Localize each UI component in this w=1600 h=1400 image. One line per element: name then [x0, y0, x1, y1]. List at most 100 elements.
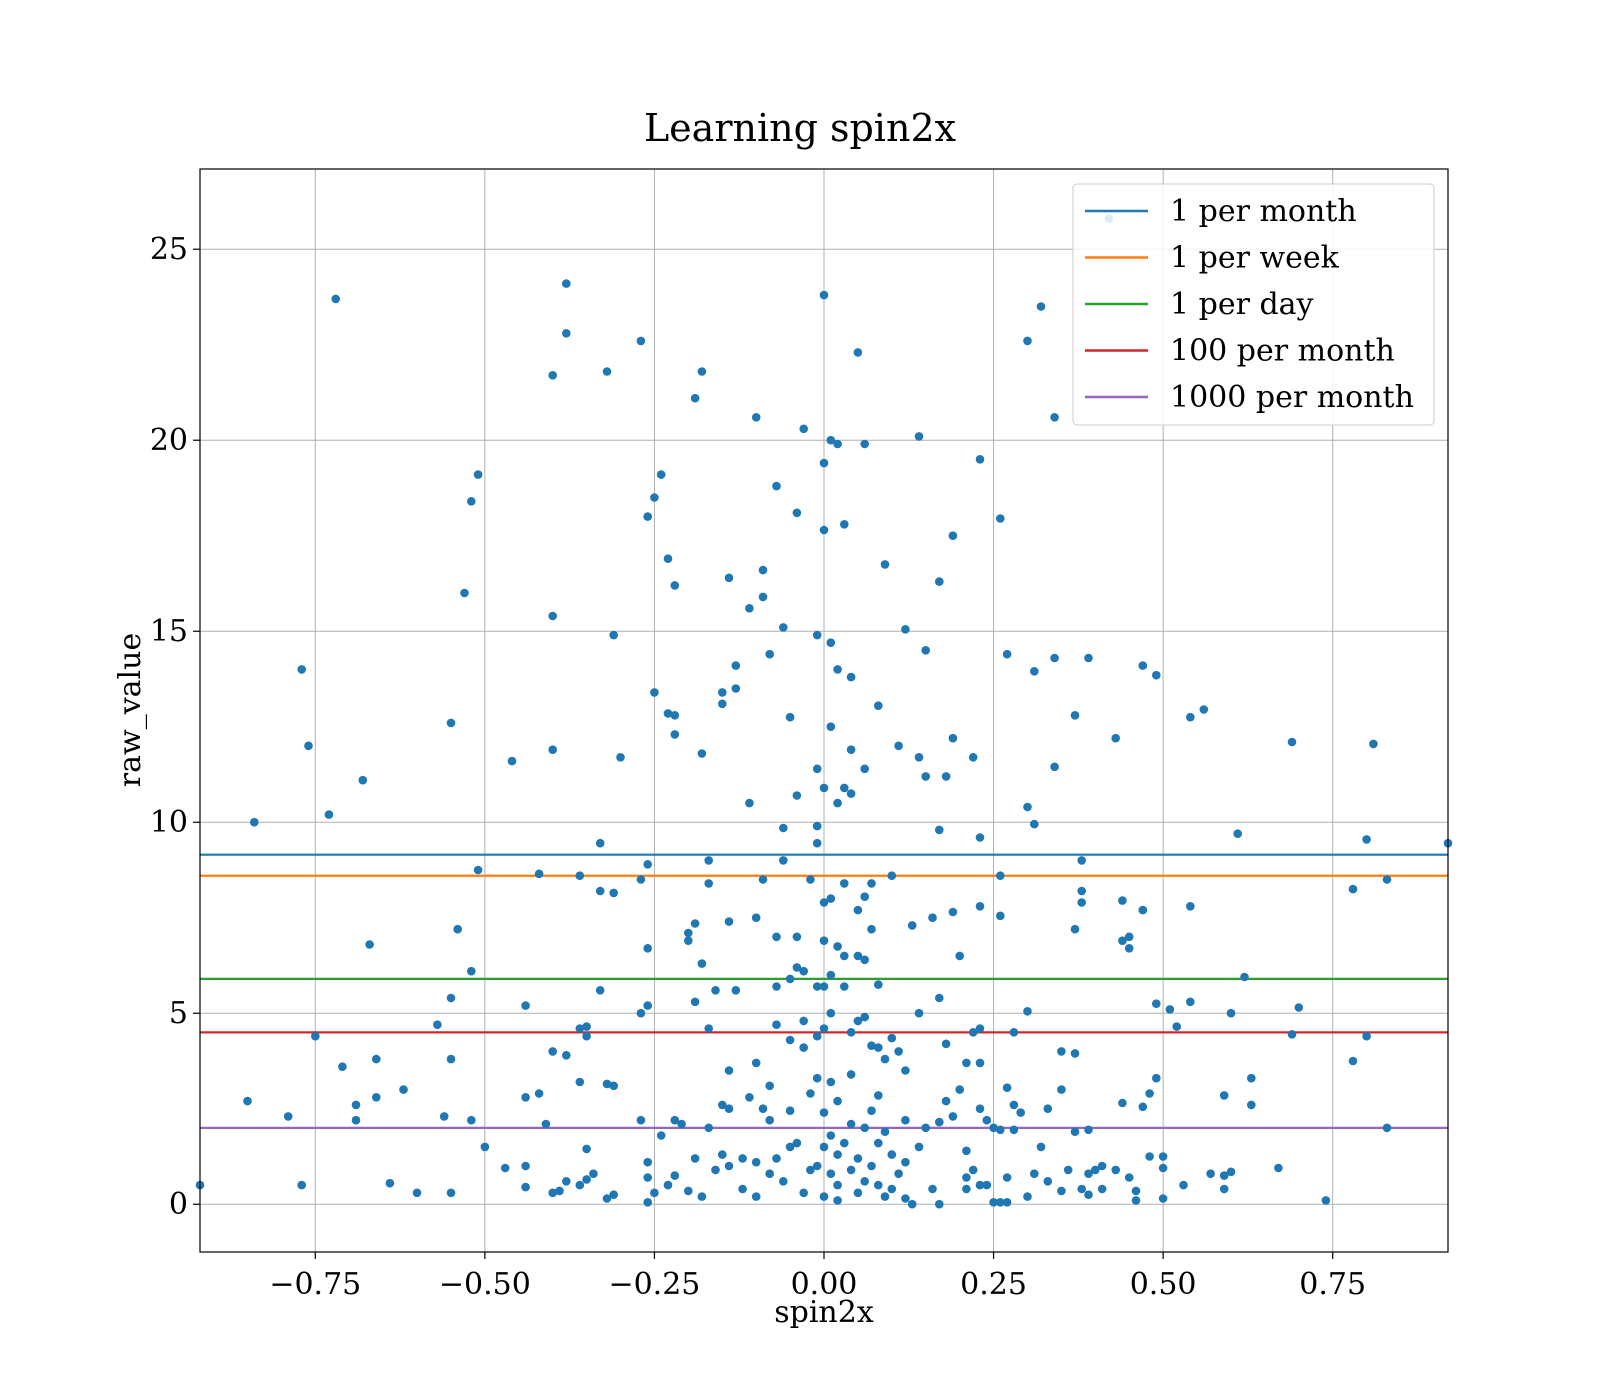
data-point — [935, 1117, 944, 1127]
data-point — [1138, 905, 1148, 915]
data-point — [785, 1142, 795, 1152]
data-point — [1131, 1196, 1141, 1205]
data-point — [812, 838, 822, 848]
data-point — [975, 1024, 985, 1033]
data-point — [711, 986, 720, 995]
data-point — [1186, 997, 1195, 1007]
data-point — [1247, 1073, 1256, 1083]
data-point — [941, 1096, 951, 1106]
data-point — [670, 1171, 680, 1180]
data-point — [833, 665, 842, 674]
data-point — [1287, 1030, 1297, 1039]
data-point — [351, 1115, 361, 1125]
data-point — [358, 775, 368, 785]
data-point — [819, 1108, 829, 1117]
data-point — [975, 1180, 985, 1190]
data-point — [935, 577, 944, 586]
data-point — [840, 783, 849, 793]
data-point — [548, 1047, 557, 1056]
data-point — [806, 875, 815, 884]
data-point — [948, 733, 958, 743]
data-point — [758, 1104, 768, 1113]
data-point — [453, 924, 463, 934]
data-point — [1050, 762, 1059, 772]
data-point — [562, 279, 571, 288]
data-point — [812, 982, 822, 991]
data-point — [968, 753, 978, 762]
data-point — [521, 1093, 530, 1102]
data-point — [1226, 1008, 1236, 1018]
data-point — [921, 646, 930, 655]
data-point — [372, 1054, 381, 1064]
data-point — [751, 1157, 761, 1167]
data-point — [1348, 1056, 1358, 1066]
data-point — [914, 753, 924, 762]
data-point — [1186, 902, 1195, 911]
data-point — [745, 604, 754, 613]
data-point — [907, 1199, 917, 1209]
data-point — [765, 1081, 774, 1091]
data-point — [1023, 336, 1032, 346]
data-point — [846, 789, 856, 798]
data-point — [989, 1123, 998, 1133]
data-point — [826, 1131, 836, 1140]
data-point — [643, 1001, 652, 1010]
data-point — [935, 993, 944, 1003]
data-point — [846, 1028, 856, 1037]
data-point — [1070, 1127, 1080, 1136]
data-point — [860, 764, 869, 774]
data-point — [874, 701, 883, 710]
data-point — [1131, 1186, 1141, 1196]
data-point — [1077, 856, 1086, 865]
data-point — [1111, 733, 1120, 743]
data-point — [718, 699, 727, 709]
data-point — [1057, 1186, 1066, 1196]
data-point — [860, 1177, 869, 1186]
data-point — [1084, 653, 1093, 663]
data-point — [968, 1028, 978, 1037]
data-point — [840, 879, 849, 888]
data-point — [1118, 1098, 1127, 1108]
data-point — [887, 1184, 897, 1194]
data-point — [738, 1154, 747, 1163]
data-point — [975, 902, 985, 911]
data-point — [1057, 1085, 1066, 1094]
x-tick-label: −0.50 — [439, 1267, 531, 1302]
data-point — [1158, 1152, 1168, 1161]
data-point — [982, 1180, 992, 1190]
data-point — [595, 986, 605, 995]
data-point — [467, 1115, 476, 1125]
data-point — [819, 458, 829, 468]
data-point — [1382, 875, 1392, 884]
data-point — [385, 1178, 395, 1188]
data-point — [609, 1190, 618, 1199]
data-point — [243, 1096, 252, 1106]
data-point — [751, 1192, 761, 1201]
data-point — [853, 951, 863, 961]
data-point — [372, 1093, 381, 1102]
data-point — [846, 1165, 856, 1175]
y-tick-label: 25 — [150, 232, 188, 267]
data-point — [609, 888, 618, 898]
data-point — [901, 1066, 910, 1075]
data-point — [1274, 1163, 1283, 1173]
data-point — [772, 1154, 781, 1163]
data-point — [792, 791, 802, 800]
data-point — [996, 1125, 1005, 1135]
data-point — [670, 730, 680, 739]
data-point — [860, 1123, 869, 1133]
data-point — [846, 672, 856, 682]
data-point — [867, 879, 876, 888]
data-point — [962, 1146, 971, 1156]
data-point — [996, 1198, 1005, 1207]
y-tick-label: 20 — [150, 423, 188, 458]
data-point — [921, 772, 930, 781]
data-point — [1145, 1152, 1154, 1161]
data-point — [690, 393, 700, 403]
data-point — [446, 718, 456, 728]
data-point — [684, 928, 693, 938]
data-point — [1097, 1184, 1107, 1194]
data-point — [1023, 1007, 1032, 1016]
data-point — [1023, 1192, 1032, 1201]
data-point — [1077, 886, 1086, 896]
